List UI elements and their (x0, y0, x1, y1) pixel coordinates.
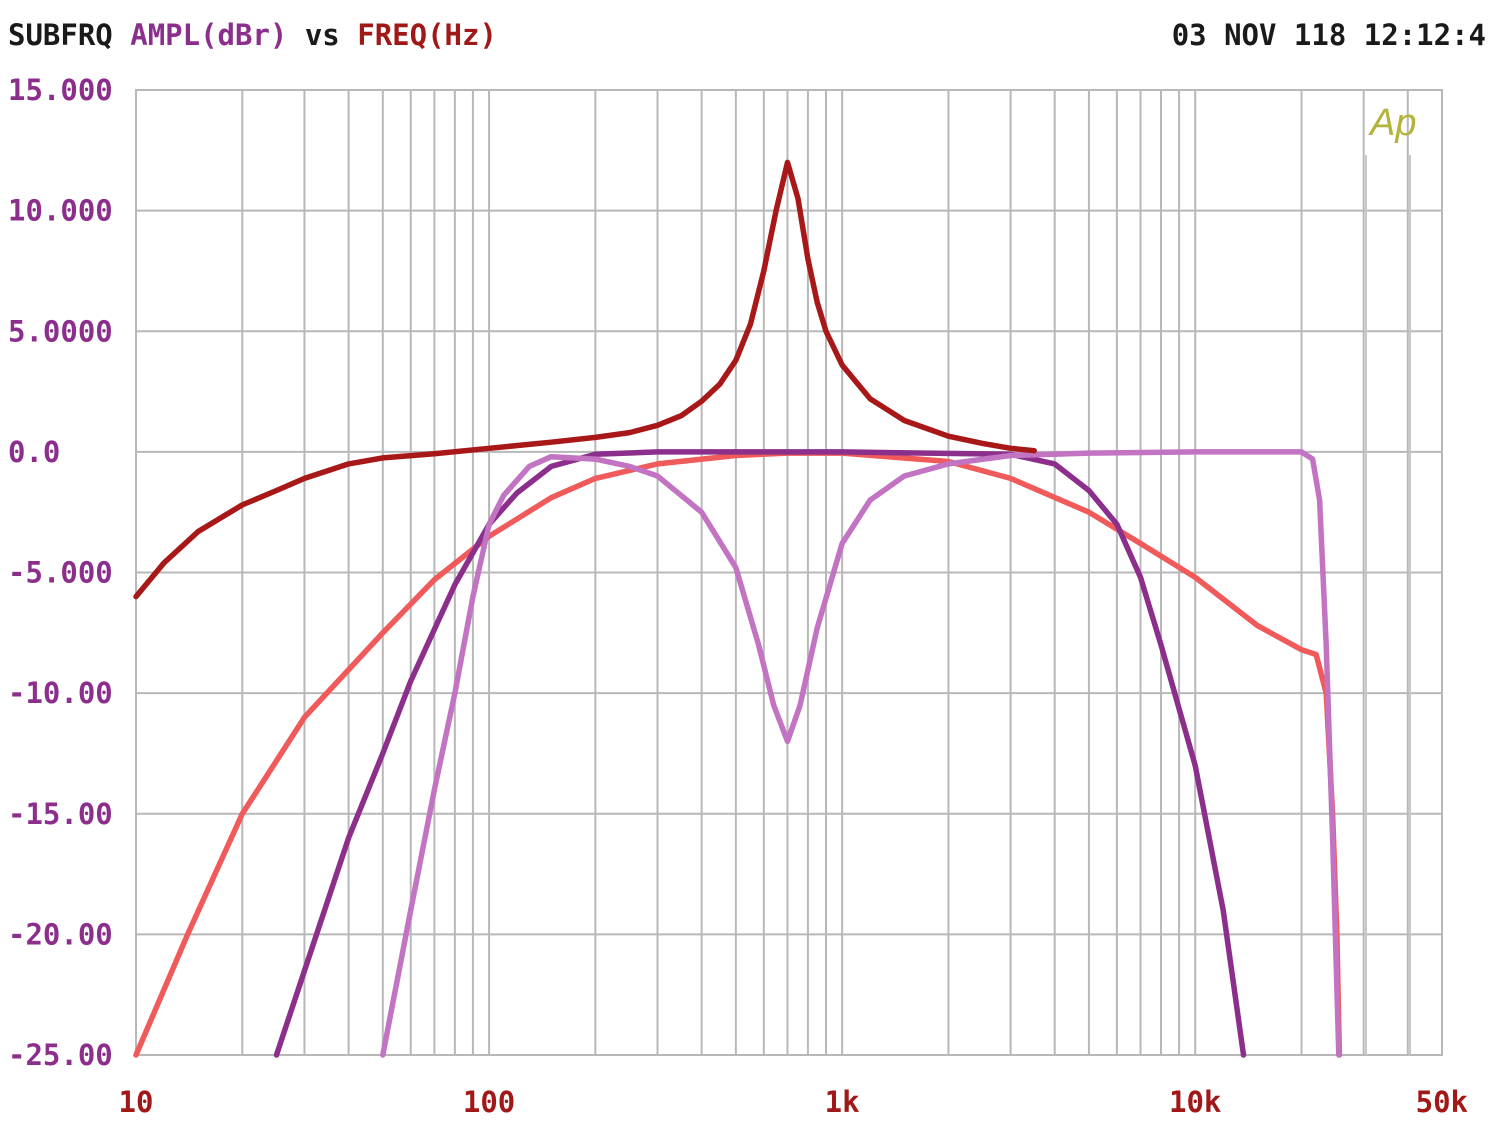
y-tick-label: -20.00 (8, 917, 113, 951)
grid (136, 89, 1442, 1056)
y-tick-label: -15.00 (8, 797, 113, 831)
y-tick-label: -10.00 (8, 676, 113, 710)
series-line-1 (133, 450, 1343, 1058)
y-tick-label: 5.0000 (8, 314, 113, 348)
series-line-2 (273, 449, 1247, 1058)
y-tick-label: -25.00 (8, 1038, 113, 1072)
x-tick-label: 100 (463, 1085, 515, 1119)
y-tick-label: 15.000 (8, 73, 113, 107)
series-line-4 (133, 159, 1037, 600)
y-tick-label: 10.000 (8, 194, 113, 228)
timestamp: 03 NOV 118 12:12:4 (1171, 18, 1486, 52)
y-tick-label: -5.000 (8, 556, 113, 590)
ap-logo: Ap (1365, 102, 1416, 1055)
x-tick-label: 50k (1416, 1085, 1468, 1119)
y-tick-labels: 15.000 10.000 5.0000 0.0 -5.000 -10.00 -15.00 -… (8, 73, 113, 1072)
series-line-3 (380, 449, 1342, 1058)
y-axis-label: AMPL(dBr) (130, 18, 288, 52)
plot-frame (135, 89, 1443, 1056)
x-tick-labels: 10 100 1k 10k 50k (119, 1085, 1468, 1119)
x-axis-label: FREQ(Hz) (357, 18, 497, 52)
series-group (133, 159, 1343, 1058)
x-tick-label: 10k (1169, 1085, 1221, 1119)
y-tick-label: 0.0 (8, 435, 60, 469)
x-tick-label: 1k (825, 1085, 860, 1119)
chart-title: SUBFRQ (8, 18, 113, 52)
chart-header: SUBFRQ AMPL(dBr) vs FREQ(Hz) (8, 18, 497, 52)
vs-label: vs (304, 18, 340, 52)
ap-logo-text: Ap (1368, 102, 1416, 144)
x-tick-label: 10 (119, 1085, 154, 1119)
